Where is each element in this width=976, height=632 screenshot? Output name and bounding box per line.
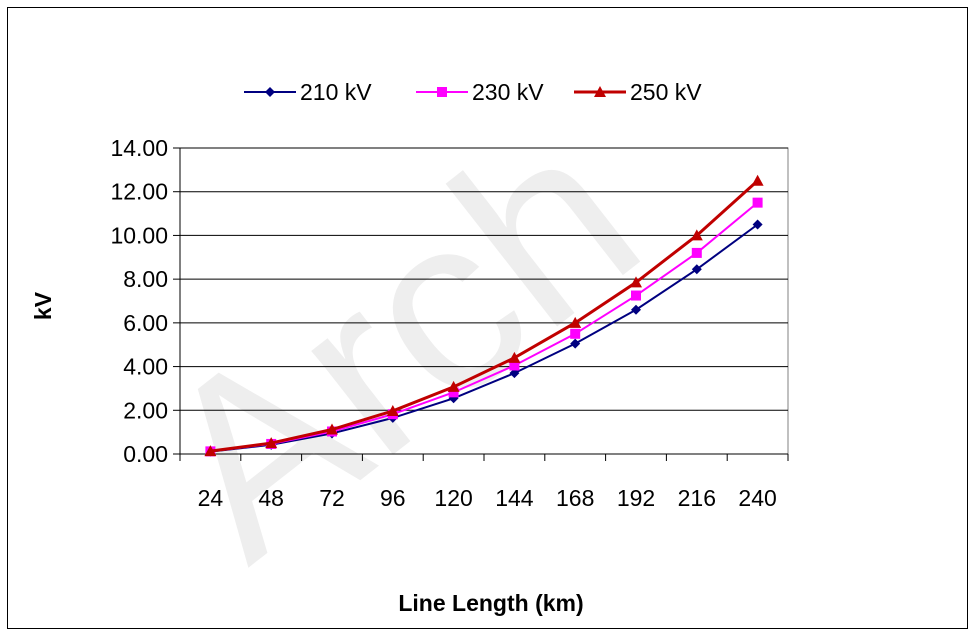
y-tick-label: 6.00 <box>123 310 168 336</box>
axes <box>173 147 789 461</box>
y-tick-label: 10.00 <box>110 222 168 248</box>
y-tick-label: 2.00 <box>123 397 168 423</box>
x-tick-label: 120 <box>434 485 472 511</box>
y-tick-label: 14.00 <box>110 135 168 161</box>
data-point-marker <box>690 229 703 241</box>
y-tick-label: 4.00 <box>123 354 168 380</box>
chart-frame: Arch 0.00 2.00 4.00 6.00 8.00 10.00 12.00 14.00… <box>7 7 968 629</box>
series-250-kv <box>204 174 764 457</box>
legend-label: 250 kV <box>630 79 702 105</box>
series-line <box>210 179 759 453</box>
x-tick-label: 96 <box>380 485 406 511</box>
legend: 210 kV 230 kV 250 kV <box>244 79 702 105</box>
data-point-marker <box>326 423 338 435</box>
x-tick-label: 72 <box>319 485 345 511</box>
legend-label: 210 kV <box>300 79 372 105</box>
data-point-marker <box>691 247 702 258</box>
data-point-marker <box>751 174 764 186</box>
data-point-marker <box>437 87 447 97</box>
x-axis-title: Line Length (km) <box>398 590 583 616</box>
data-point-marker <box>509 368 520 379</box>
legend-item: 230 kV <box>416 79 544 105</box>
x-tick-label: 168 <box>556 485 594 511</box>
data-point-marker <box>448 387 459 398</box>
data-point-marker <box>570 338 581 349</box>
data-point-marker <box>386 404 399 416</box>
series-group <box>204 174 764 457</box>
legend-label: 230 kV <box>472 79 544 105</box>
data-point-marker <box>752 197 763 208</box>
x-tick-label: 144 <box>495 485 534 511</box>
data-point-marker <box>569 316 582 328</box>
data-point-marker <box>631 304 641 315</box>
x-tick-label: 240 <box>738 485 776 511</box>
x-tick-label: 24 <box>198 485 224 511</box>
y-tick-label: 8.00 <box>123 266 168 292</box>
watermark: Arch <box>109 73 686 609</box>
data-point-marker <box>691 264 702 275</box>
series-line <box>210 223 759 453</box>
y-axis-title: kV <box>30 291 56 320</box>
data-point-marker <box>204 445 217 457</box>
x-tick-label: 192 <box>617 485 655 511</box>
data-point-marker <box>631 290 641 301</box>
y-tick-labels: 0.00 2.00 4.00 6.00 8.00 10.00 12.00 14.00 <box>110 135 168 467</box>
data-point-marker <box>265 437 278 449</box>
data-point-marker <box>265 87 275 97</box>
data-point-marker <box>509 360 520 371</box>
data-point-marker <box>508 351 521 363</box>
legend-item: 210 kV <box>244 79 372 105</box>
data-point-marker <box>630 276 642 288</box>
data-point-marker <box>447 380 460 392</box>
y-tick-label: 0.00 <box>123 441 168 467</box>
data-point-marker <box>752 219 763 230</box>
legend-item: 250 kV <box>574 79 702 105</box>
x-tick-label: 216 <box>678 485 716 511</box>
line-chart: Arch 0.00 2.00 4.00 6.00 8.00 10.00 12.00 14.00… <box>30 73 789 616</box>
x-tick-labels: 24 48 72 96 120 144 168 192 216 240 <box>198 485 777 511</box>
data-point-marker <box>570 328 581 339</box>
y-tick-label: 12.00 <box>110 179 168 205</box>
x-tick-label: 48 <box>258 485 284 511</box>
data-point-marker <box>594 86 606 97</box>
